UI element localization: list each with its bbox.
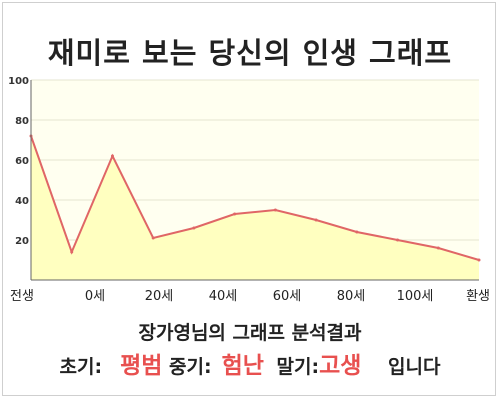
data-point-7 <box>314 218 318 222</box>
early-value: 평범 <box>120 353 163 379</box>
chart-frame <box>2 2 496 396</box>
data-point-5 <box>233 212 237 216</box>
summary-ending: 입니다 <box>388 356 441 378</box>
x-tick-label: 80세 <box>337 289 366 304</box>
mid-label: 중기: <box>169 356 212 378</box>
y-tick-label: 80 <box>15 116 29 127</box>
analysis-summary: 초기: 평범 중기: 험난 말기:고생 입니다 <box>0 346 500 380</box>
data-point-6 <box>273 208 277 212</box>
y-tick-label: 40 <box>15 196 29 207</box>
x-tick-label: 100세 <box>397 289 434 304</box>
data-point-9 <box>396 238 400 242</box>
life-area-fill <box>31 136 479 280</box>
x-tick-labels: 전생 0세 20세 40세 60세 80세 100세 환생 <box>10 289 490 304</box>
analysis-subtitle: 장가영님의 그래프 분석결과 <box>138 322 362 344</box>
mid-value: 험난 <box>221 353 264 379</box>
y-tick-label: 60 <box>15 156 29 167</box>
x-tick-label: 전생 <box>10 289 34 304</box>
data-point-2 <box>110 154 114 158</box>
late-label: 말기: <box>276 356 320 378</box>
data-point-10 <box>436 246 440 250</box>
y-tick-label: 20 <box>15 236 29 247</box>
data-point-1 <box>70 250 74 254</box>
y-tick-labels: 20 40 60 80 100 <box>8 76 29 247</box>
x-tick-label: 60세 <box>273 289 302 304</box>
x-tick-label: 40세 <box>209 289 238 304</box>
data-point-4 <box>192 226 196 230</box>
data-points <box>29 134 481 262</box>
data-point-11 <box>477 258 481 262</box>
early-label: 초기: <box>59 356 103 378</box>
chart-title: 재미로 보는 당신의 인생 그래프 <box>47 36 453 70</box>
data-point-8 <box>355 230 359 234</box>
data-point-3 <box>151 236 155 240</box>
y-tick-label: 100 <box>8 76 29 87</box>
x-tick-label: 0세 <box>85 289 105 304</box>
life-line <box>30 135 480 261</box>
late-value: 고생 <box>319 353 362 379</box>
x-tick-label: 환생 <box>466 289 490 304</box>
x-tick-label: 20세 <box>145 289 174 304</box>
